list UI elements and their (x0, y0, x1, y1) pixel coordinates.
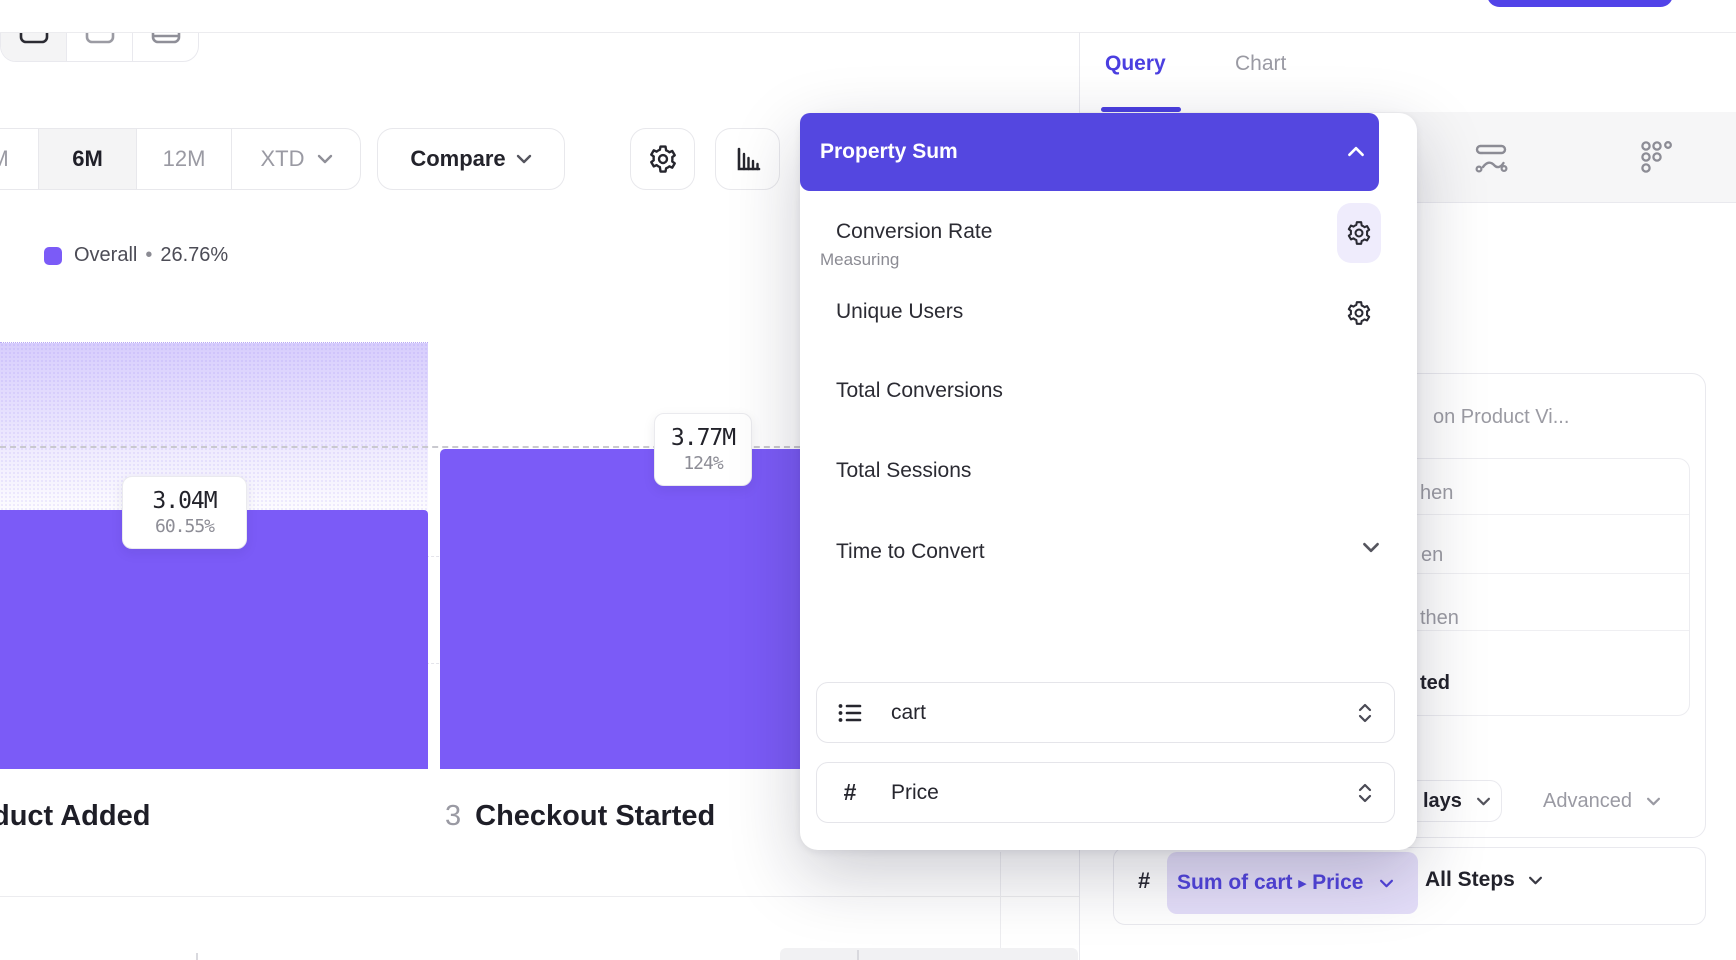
chevron-up-icon (1347, 146, 1365, 157)
chart-settings-button[interactable] (630, 128, 695, 190)
top-bar (0, 0, 1736, 33)
chevron-down-icon (1476, 797, 1491, 806)
gear-icon (1346, 300, 1372, 326)
chart-footer-divider (0, 896, 1079, 897)
sum-of-cart-price-chip[interactable]: Sum of cart ▸ Price (1167, 852, 1418, 914)
chevron-down-icon (1528, 876, 1543, 885)
all-steps-label: All Steps (1425, 868, 1515, 891)
list-icon (835, 699, 865, 727)
step-percent: 60.55% (154, 516, 215, 537)
step-number: 3 (445, 800, 462, 832)
menu-item-total-conversions[interactable]: Total Conversions (836, 379, 1003, 402)
gear-icon (1346, 220, 1372, 246)
legend-swatch (44, 246, 62, 265)
step-label-checkout-started: 3 Checkout Started (445, 800, 715, 833)
stepper-icon (1358, 703, 1372, 723)
funnel-bar-product-added[interactable] (0, 510, 428, 769)
legend-series-label: Overall (74, 244, 138, 266)
bar-chart-icon (733, 144, 763, 174)
row-divider (1406, 573, 1689, 574)
price-field-value: Price (891, 780, 939, 804)
stepper-icon (1358, 783, 1372, 803)
chevron-down-icon (1379, 879, 1394, 888)
measuring-popover: Measuring Conversion Rate Unique Users T… (800, 113, 1417, 850)
breadcrumb-arrow-icon: ▸ (1298, 875, 1307, 892)
tab-query[interactable]: Query (1105, 52, 1166, 75)
step-value: 3.77M (670, 425, 736, 451)
menu-item-conversion-rate[interactable]: Conversion Rate (836, 220, 993, 243)
compare-button[interactable]: Compare (377, 128, 565, 190)
legend: Overall • 26.76% (44, 244, 228, 267)
legend-value: 26.76% (160, 244, 229, 266)
active-tab-underline (1101, 107, 1181, 112)
horizontal-scrollbar[interactable] (780, 948, 1078, 960)
flow-icon (1474, 141, 1508, 175)
chip-right-text: Price (1312, 871, 1364, 894)
step-percent: 124% (683, 453, 723, 474)
table-column-divider (1000, 852, 1001, 960)
chip-left-text: Sum of cart (1177, 871, 1293, 894)
chevron-down-icon (1646, 797, 1661, 806)
grid-dots-icon (1639, 139, 1675, 175)
advanced-label: Advanced (1543, 790, 1632, 812)
range-button-6m[interactable]: 6M (39, 129, 136, 189)
step-label-text: Checkout Started (475, 800, 716, 832)
range-button-xtd[interactable]: XTD (232, 129, 361, 189)
reference-dashed-line (0, 446, 800, 448)
unique-users-settings-button[interactable] (1337, 283, 1381, 343)
menu-item-property-sum-selected[interactable]: Property Sum (800, 113, 1379, 191)
step-row-fragment: hen (1420, 482, 1454, 504)
value-tooltip-product-added: 3.04M 60.55% (122, 476, 247, 549)
conversion-rate-settings-button[interactable] (1337, 203, 1381, 263)
breakdown-grid-button[interactable] (1639, 139, 1675, 175)
menu-item-unique-users[interactable]: Unique Users (836, 300, 964, 323)
funnel-flow-button[interactable] (1474, 141, 1508, 175)
funnel-bar-checkout-started[interactable] (440, 449, 868, 769)
compare-label: Compare (410, 146, 506, 171)
hash-icon: # (843, 779, 857, 805)
primary-action-button[interactable] (1487, 0, 1673, 7)
table-tick (196, 953, 198, 960)
tab-chart[interactable]: Chart (1235, 52, 1287, 75)
row-divider (1406, 630, 1689, 631)
range-button-m[interactable]: M (0, 129, 38, 189)
date-range-segment-group: M 6M 12M XTD (0, 128, 361, 190)
card-title-fragment: on Product Vi... (1433, 406, 1570, 428)
chevron-down-icon (516, 154, 532, 164)
range-xtd-label: XTD (260, 146, 305, 171)
days-dropdown[interactable]: lays (1404, 780, 1502, 822)
row-divider (1406, 514, 1689, 515)
days-label-fragment: lays (1423, 789, 1462, 812)
cart-field-value: cart (891, 700, 927, 724)
advanced-dropdown[interactable]: Advanced (1543, 790, 1661, 813)
legend-separator: • (145, 244, 153, 266)
menu-item-total-sessions[interactable]: Total Sessions (836, 459, 972, 482)
hash-icon: # (1138, 868, 1151, 893)
scrollbar-tick (857, 950, 859, 960)
step-row-fragment: en (1421, 544, 1444, 566)
all-steps-dropdown[interactable]: All Steps (1425, 868, 1543, 892)
step-label-text: duct Added (0, 800, 151, 832)
chevron-down-icon (1362, 542, 1380, 553)
chart-type-button[interactable] (715, 128, 780, 190)
step-row-fragment: then (1420, 607, 1459, 629)
range-button-12m[interactable]: 12M (162, 146, 206, 171)
property-select-cart[interactable]: cart (816, 682, 1395, 743)
property-select-price[interactable]: # Price (816, 762, 1395, 823)
gear-icon (648, 144, 678, 174)
step-label-product-added: duct Added (0, 800, 150, 833)
steps-list-card (1405, 458, 1690, 716)
step-row-fragment: ted (1420, 672, 1450, 694)
popover-title: Measuring (820, 250, 900, 269)
step-value: 3.04M (152, 488, 217, 514)
chevron-down-icon (317, 154, 333, 164)
menu-item-time-to-convert[interactable]: Time to Convert (836, 540, 985, 563)
value-tooltip-checkout-started: 3.77M 124% (654, 413, 752, 486)
property-sum-label: Property Sum (820, 140, 958, 163)
